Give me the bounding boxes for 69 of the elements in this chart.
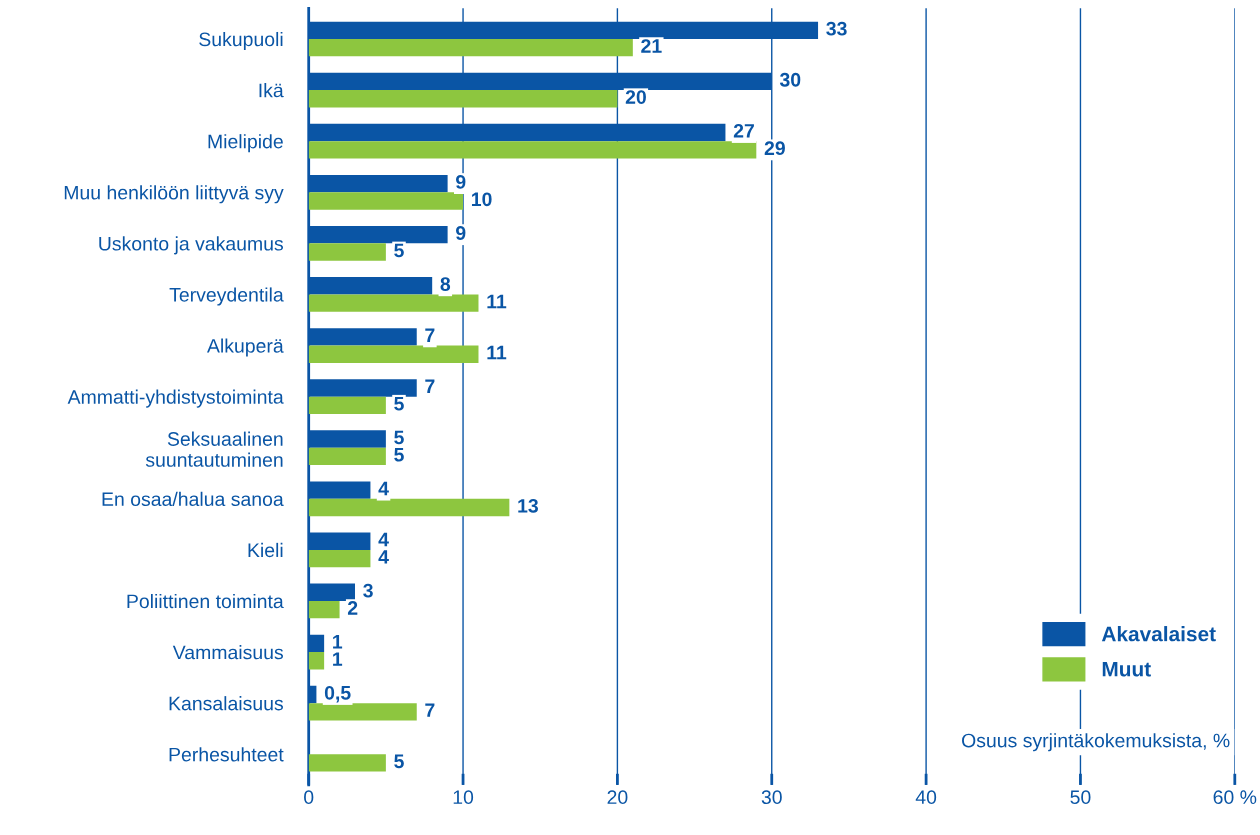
x-tick-label: 10 — [453, 790, 474, 805]
data-label: 4 — [378, 532, 389, 547]
data-label: 5 — [394, 396, 404, 411]
bar — [308, 549, 371, 568]
data-label: 5 — [394, 430, 404, 445]
bar — [308, 90, 618, 108]
data-label: 7 — [425, 328, 435, 342]
x-tick-label: 60 % — [1213, 790, 1257, 805]
y-tick-label: Terveydentila — [169, 287, 284, 306]
y-tick-label: Kansalaisuus — [169, 696, 283, 711]
bar — [308, 652, 325, 670]
data-label: 33 — [826, 21, 847, 36]
y-tick-label: Ammatti-yhdistystoiminta — [67, 389, 284, 408]
data-label: 1 — [333, 635, 343, 649]
bar — [308, 498, 510, 517]
x-tick-label: 20 — [607, 790, 628, 805]
x-tick-label: 50 — [1070, 790, 1091, 805]
data-label: 11 — [487, 294, 507, 309]
bar — [308, 703, 417, 721]
bar — [308, 243, 386, 261]
y-tick-label: Kieli — [248, 542, 283, 558]
data-label: 8 — [440, 277, 451, 291]
bar — [308, 294, 479, 312]
data-label: 9 — [456, 226, 466, 240]
y-tick-label: En osaa/halua sanoa — [102, 491, 284, 507]
y-tick-label: Ikä — [259, 83, 284, 98]
data-label: 5 — [394, 448, 404, 462]
data-label: 3 — [363, 583, 373, 598]
y-tick-label: Uskonto ja vakaumus — [99, 236, 284, 255]
data-label: 1 — [333, 652, 343, 666]
legend-label: Muut — [1102, 662, 1151, 677]
bar — [308, 141, 757, 159]
data-label: 7 — [425, 379, 435, 393]
y-tick-label: Mielipide — [208, 134, 283, 153]
data-label: 10 — [471, 192, 492, 207]
y-tick-label: Vammaisuus — [172, 645, 283, 660]
data-label: 0,5 — [324, 685, 351, 703]
bar — [308, 754, 386, 772]
bar — [308, 39, 633, 57]
data-label: 21 — [641, 39, 662, 53]
x-tick-label: 30 — [761, 790, 782, 805]
data-label: 27 — [733, 123, 754, 138]
bar — [308, 600, 340, 619]
data-label: 11 — [487, 345, 507, 360]
bar — [308, 345, 479, 363]
data-label: 2 — [347, 601, 358, 615]
data-label: 5 — [394, 754, 404, 769]
bar — [308, 447, 386, 466]
legend-label: Akavalaiset — [1101, 626, 1216, 642]
y-tick-label: Alkuperä — [207, 338, 284, 357]
bar — [308, 192, 464, 210]
data-label: 29 — [764, 141, 785, 156]
y-tick-label: Poliittinen toiminta — [127, 593, 284, 609]
annotation: Osuus syrjintäkokemuksista, % — [962, 733, 1230, 752]
y-tick-label: Muu henkilöön liittyvä syy — [64, 185, 284, 204]
y-tick-label: Perhesuhteet — [169, 747, 284, 762]
x-tick-label: 0 — [304, 790, 314, 805]
data-label: 5 — [394, 243, 404, 258]
y-tick-label: Sukupuoli — [199, 31, 283, 51]
y-tick-label: Seksuaalinen suuntautuminen — [145, 431, 283, 467]
data-label: 4 — [378, 550, 389, 564]
data-label: 4 — [378, 481, 389, 496]
data-label: 7 — [425, 703, 435, 717]
data-label: 13 — [518, 498, 538, 513]
data-label: 20 — [625, 90, 646, 104]
x-tick-label: 40 — [915, 790, 937, 805]
bar — [308, 396, 386, 414]
data-label: 9 — [456, 175, 466, 189]
data-label: 30 — [779, 72, 801, 87]
